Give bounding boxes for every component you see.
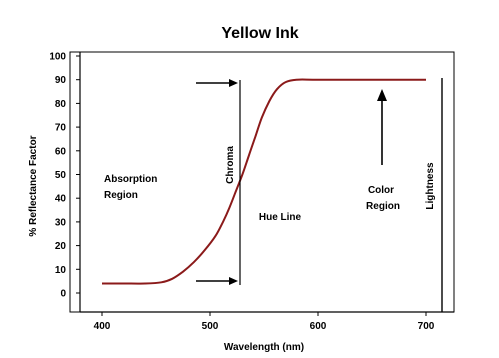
- x-tick-label: 700: [418, 321, 435, 332]
- chart-title: Yellow Ink: [221, 25, 298, 42]
- hue-line-label: Hue Line: [259, 212, 302, 223]
- x-tick-label: 400: [94, 321, 111, 332]
- x-axis-label: Wavelength (nm): [224, 342, 304, 353]
- absorption-label-2: Region: [104, 190, 138, 201]
- y-tick-label: 10: [55, 265, 67, 276]
- y-tick-group: 0 10 20 30 40 50 60 70 80 90 100: [49, 52, 80, 300]
- color-region-label-2: Region: [366, 201, 400, 212]
- x-tick-label: 600: [310, 321, 327, 332]
- x-tick-label: 500: [202, 321, 219, 332]
- color-region-arrowhead: [377, 89, 387, 101]
- y-axis-label: % Reflectance Factor: [28, 135, 39, 236]
- series-line-yellow-ink: [102, 78, 427, 285]
- y-tick-label: 90: [55, 75, 67, 86]
- y-tick-label: 50: [55, 170, 67, 181]
- y-tick-label: 80: [55, 99, 67, 110]
- y-tick-label: 20: [55, 241, 67, 252]
- y-tick-label: 70: [55, 123, 67, 134]
- y-tick-label: 40: [55, 194, 67, 205]
- chroma-top-arrowhead: [229, 79, 238, 87]
- y-tick-label: 30: [55, 217, 67, 228]
- absorption-label-1: Absorption: [104, 174, 157, 185]
- chroma-bottom-arrowhead: [229, 277, 238, 285]
- color-region-label-1: Color: [368, 185, 394, 196]
- chroma-label: Chroma: [225, 146, 236, 184]
- y-tick-label: 60: [55, 146, 67, 157]
- x-tick-group: 400 500 600 700: [94, 312, 435, 332]
- y-tick-label: 100: [49, 52, 66, 63]
- lightness-label: Lightness: [425, 162, 436, 210]
- y-tick-label: 0: [60, 289, 66, 300]
